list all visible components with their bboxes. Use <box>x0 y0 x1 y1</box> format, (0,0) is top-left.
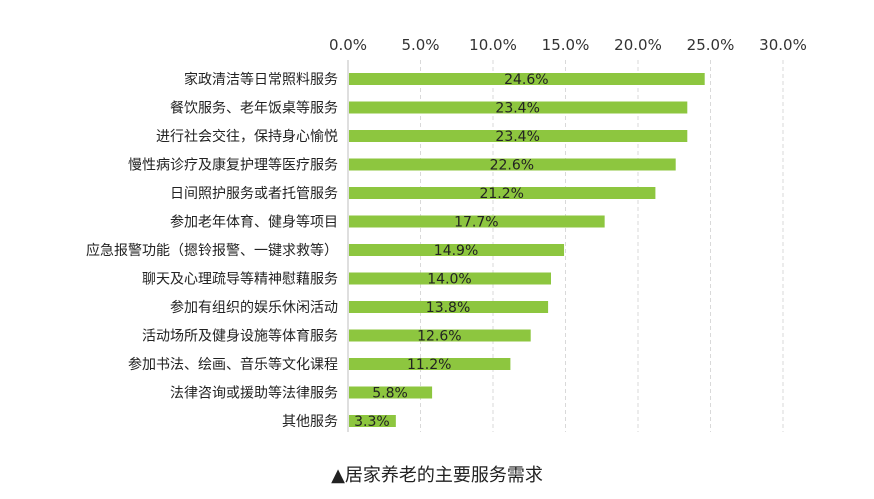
category-label: 法律咨询或援助等法律服务 <box>170 385 338 402</box>
data-label: 23.4% <box>495 101 539 117</box>
category-label: 参加有组织的娱乐休闲活动 <box>170 299 338 316</box>
bar-chart: 0.0% 5.0% 10.0% 15.0% 20.0% 25.0% 30.0% 家政清洁等日… <box>86 36 807 432</box>
category-label: 家政清洁等日常照料服务 <box>184 71 338 88</box>
category-label: 聊天及心理疏导等精神慰藉服务 <box>142 271 338 288</box>
bars <box>349 73 705 427</box>
bar <box>349 358 511 370</box>
data-label: 5.8% <box>372 386 408 402</box>
data-label: 21.2% <box>479 186 523 202</box>
category-label: 餐饮服务、老年饭桌等服务 <box>170 100 338 117</box>
x-tick-label: 15.0% <box>542 36 590 54</box>
category-label: 活动场所及健身设施等体育服务 <box>142 328 338 345</box>
data-label: 12.6% <box>417 329 461 345</box>
bar <box>349 130 688 142</box>
category-labels: 家政清洁等日常照料服务餐饮服务、老年饭桌等服务进行社会交往，保持身心愉悦慢性病诊… <box>86 71 338 430</box>
category-label: 应急报警功能（摁铃报警、一键求救等） <box>86 242 338 259</box>
bar <box>349 101 688 114</box>
category-label: 日间照护服务或者托管服务 <box>170 186 338 202</box>
x-tick-label: 0.0% <box>329 36 367 54</box>
x-tick-label: 5.0% <box>401 36 439 54</box>
category-label: 慢性病诊疗及康复护理等医疗服务 <box>128 157 338 174</box>
bar <box>349 244 565 256</box>
bar <box>349 272 551 285</box>
bar <box>349 415 396 427</box>
bar <box>349 187 656 199</box>
bar <box>349 73 705 85</box>
bar <box>349 215 605 228</box>
x-axis-ticks: 0.0% 5.0% 10.0% 15.0% 20.0% 25.0% 30.0% <box>329 36 807 54</box>
bar <box>349 386 433 399</box>
bar <box>349 301 549 313</box>
data-label: 14.9% <box>434 243 478 259</box>
x-tick-label: 20.0% <box>614 36 662 54</box>
chart-caption: ▲居家养老的主要服务需求 <box>331 465 543 486</box>
data-label: 11.2% <box>407 357 451 373</box>
data-label: 23.4% <box>495 129 539 145</box>
bar <box>349 329 531 342</box>
x-tick-label: 10.0% <box>469 36 517 54</box>
category-label: 参加老年体育、健身等项目 <box>170 214 338 231</box>
data-label: 24.6% <box>504 72 548 88</box>
category-label: 参加书法、绘画、音乐等文化课程 <box>128 356 338 373</box>
data-label: 3.3% <box>354 414 390 430</box>
category-label: 进行社会交往，保持身心愉悦 <box>156 128 338 145</box>
x-tick-label: 30.0% <box>759 36 807 54</box>
data-label: 14.0% <box>427 272 471 288</box>
category-label: 其他服务 <box>282 414 338 430</box>
data-labels: 24.6% 23.4% 23.4% 22.6% 21.2% 17.7% 14.9% 14.0%… <box>354 72 548 430</box>
data-label: 17.7% <box>454 215 498 231</box>
data-label: 13.8% <box>426 300 470 316</box>
x-tick-label: 25.0% <box>687 36 735 54</box>
data-label: 22.6% <box>490 158 534 174</box>
bar <box>349 158 676 171</box>
